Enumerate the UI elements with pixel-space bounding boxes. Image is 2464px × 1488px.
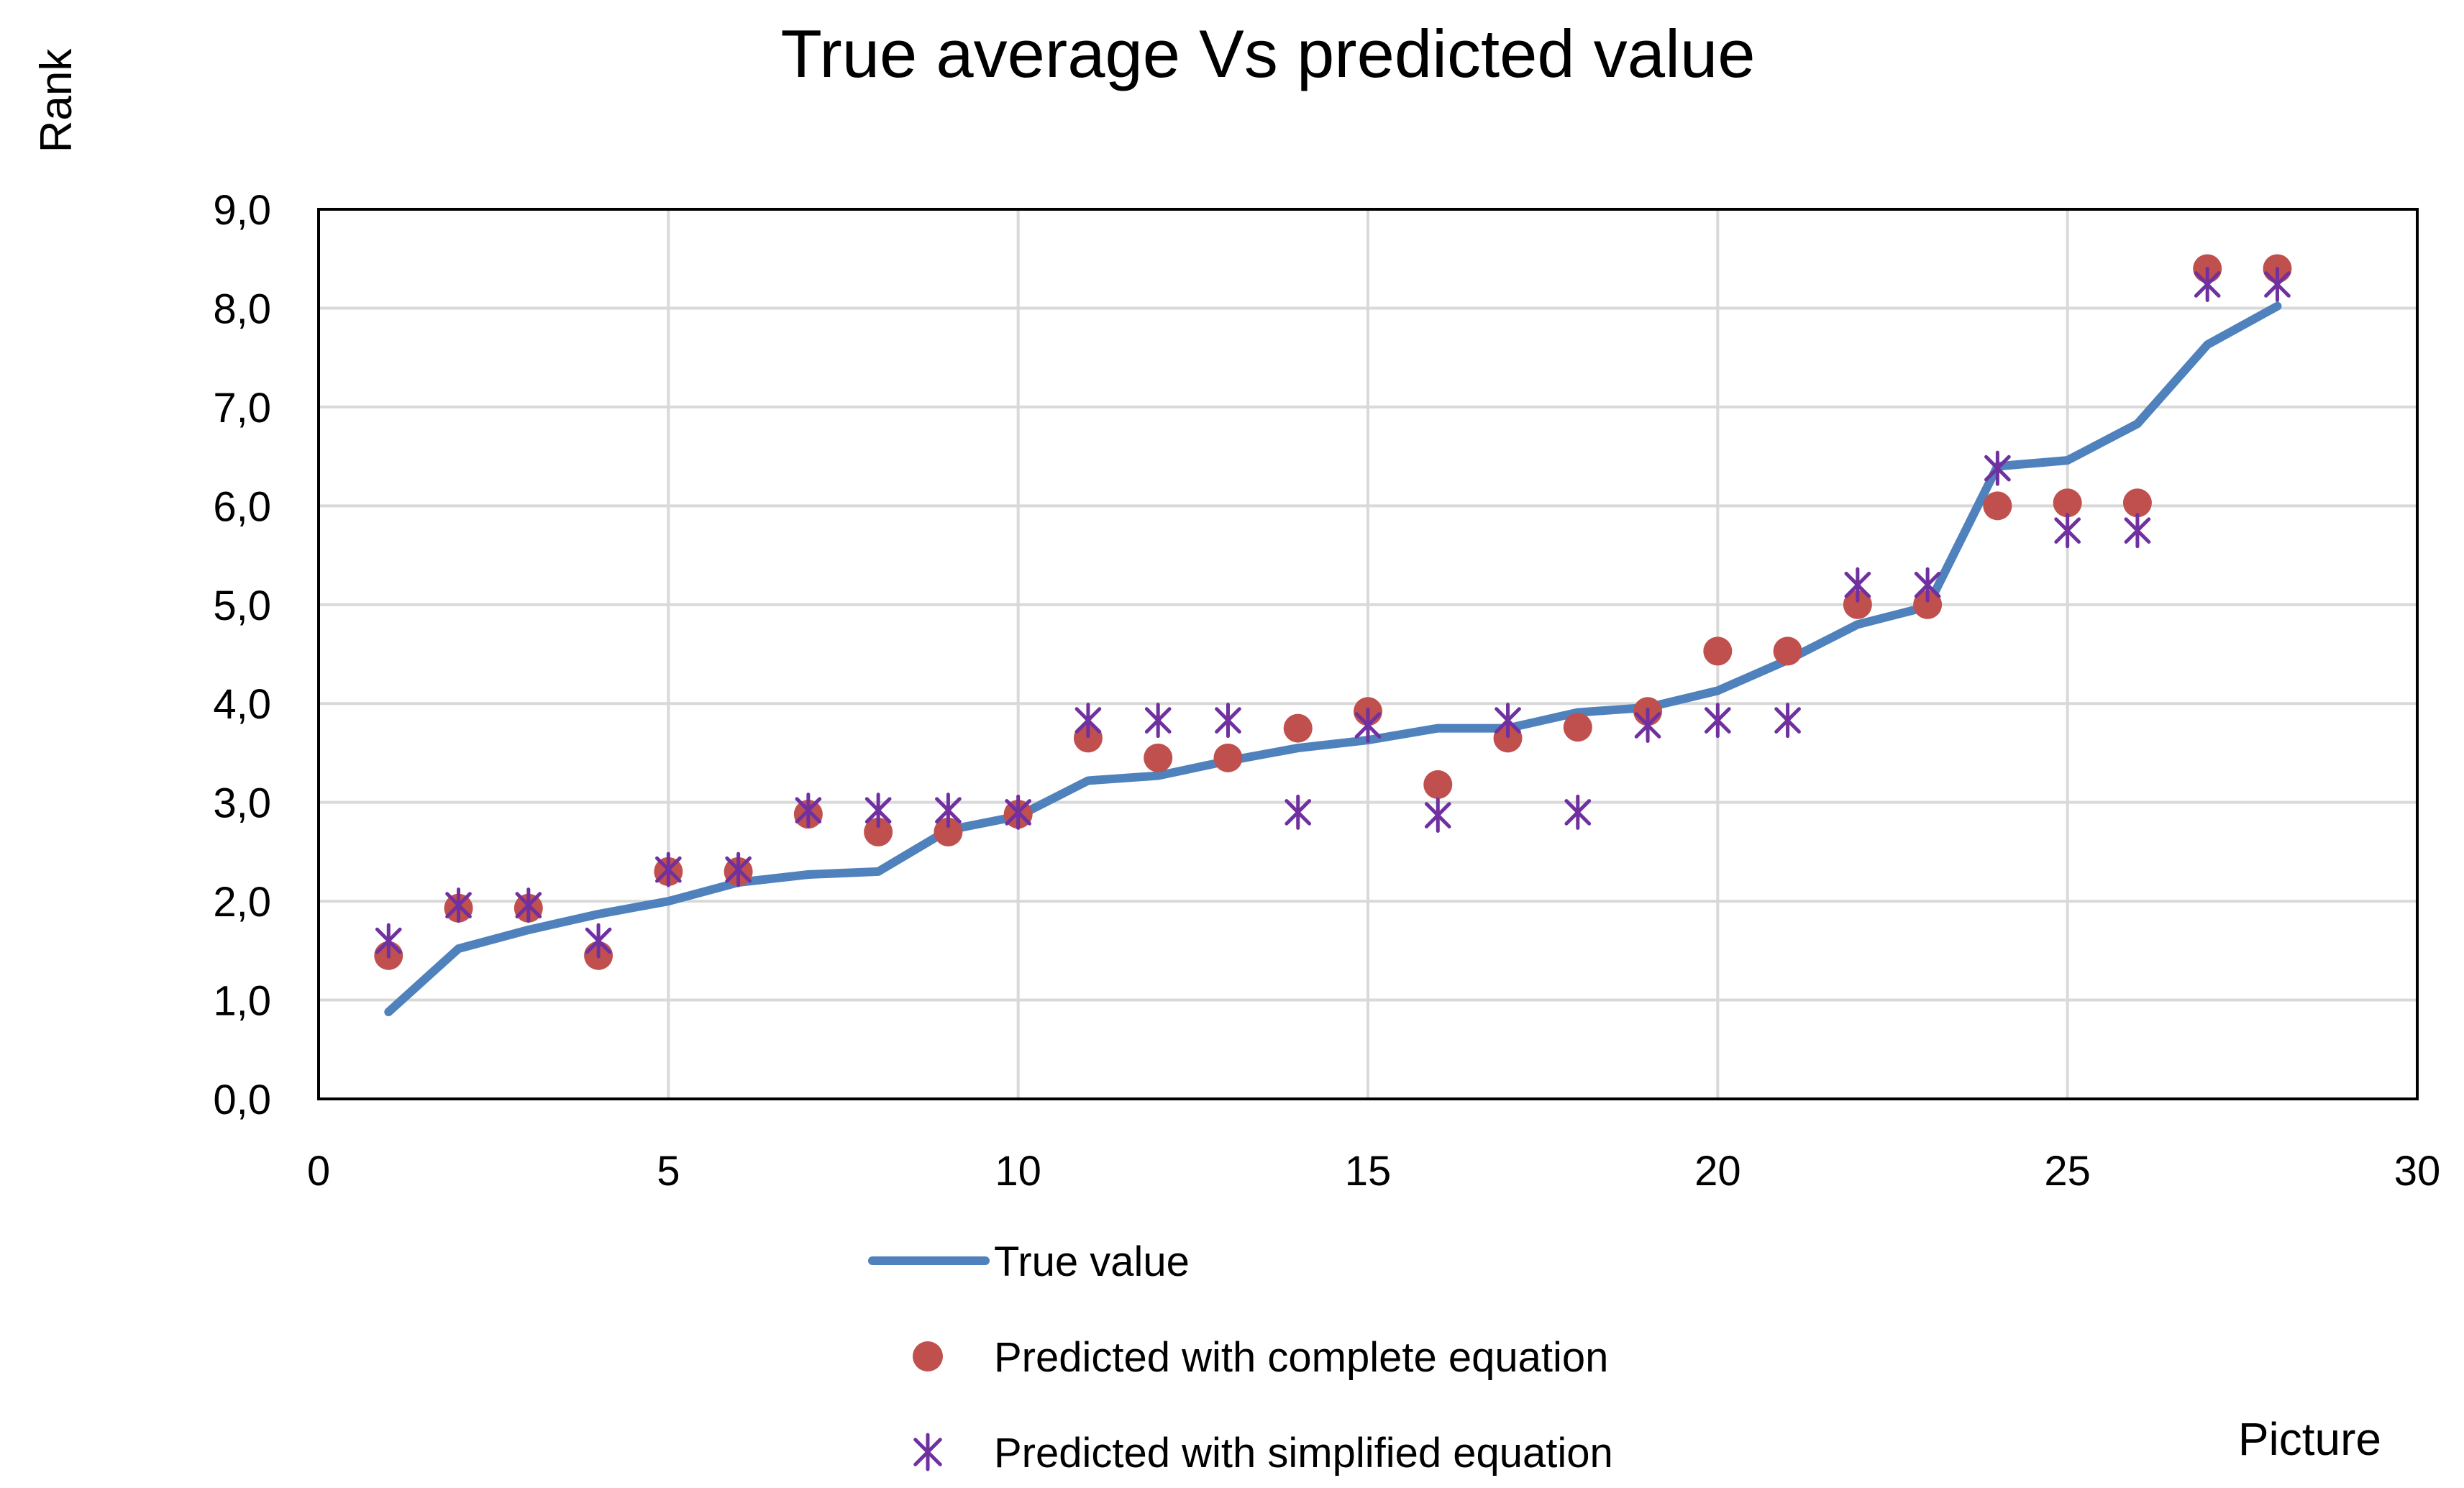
y-tick-label: 3,0	[213, 780, 271, 827]
series-2	[375, 266, 2291, 959]
x-tick-label: 0	[307, 1148, 330, 1195]
y-axis-ticks: 0,0 1,0 2,0 3,0 4,0 5,0 6,0 7,0 8,0 9,0	[213, 187, 271, 1123]
simplified-equation-point	[1495, 703, 1521, 739]
plot-series	[374, 254, 2292, 1017]
complete-equation-point	[1983, 491, 2012, 521]
x-tick-label: 15	[1345, 1148, 1392, 1195]
x-tick-label: 30	[2394, 1148, 2441, 1195]
series-0	[384, 301, 2282, 1017]
legend-entry-0: True value	[868, 1238, 1190, 1285]
complete-equation-point	[1493, 724, 1523, 753]
y-tick-label: 2,0	[213, 879, 271, 926]
legend-label: Predicted with complete equation	[994, 1334, 1608, 1381]
simplified-equation-point	[2194, 266, 2221, 302]
simplified-equation-point	[1704, 703, 1731, 739]
y-tick-label: 6,0	[213, 483, 271, 530]
x-tick-label: 20	[1694, 1148, 1741, 1195]
x-tick-label: 5	[657, 1148, 680, 1195]
y-tick-label: 8,0	[213, 286, 271, 332]
y-tick-label: 4,0	[213, 681, 271, 728]
simplified-equation-point	[585, 923, 612, 959]
complete-equation-point	[2122, 488, 2152, 518]
x-tick-label: 25	[2044, 1148, 2091, 1195]
simplified-equation-point	[2054, 513, 2081, 549]
complete-equation-point	[1213, 743, 1243, 772]
simplified-equation-point	[2124, 513, 2151, 549]
legend: True value Predicted with complete equati…	[868, 1238, 1613, 1476]
y-tick-label: 0,0	[213, 1077, 271, 1123]
simplified-equation-point	[1634, 707, 1661, 743]
simplified-equation-point	[1424, 798, 1451, 834]
simplified-equation-point	[1285, 794, 1312, 830]
y-tick-label: 7,0	[213, 385, 271, 432]
complete-equation-point	[1773, 636, 1802, 666]
simplified-equation-point	[515, 887, 542, 923]
complete-equation-point	[1073, 724, 1103, 753]
simplified-equation-point	[1774, 703, 1801, 739]
simplified-equation-point	[1144, 703, 1172, 739]
complete-equation-point	[1703, 636, 1733, 666]
simplified-equation-point	[375, 923, 402, 959]
simplified-equation-point	[1354, 707, 1382, 743]
x-axis-title: Picture	[2238, 1413, 2381, 1465]
gridlines	[319, 209, 2417, 1099]
complete-equation-point	[864, 817, 893, 846]
complete-equation-point	[2053, 488, 2082, 518]
y-tick-label: 5,0	[213, 583, 271, 629]
simplified-equation-point	[445, 887, 472, 923]
simplified-equation-point	[935, 793, 962, 829]
simplified-equation-point	[654, 852, 682, 887]
legend-label: Predicted with simplified equation	[994, 1430, 1613, 1476]
plot-area-border	[317, 208, 2419, 1100]
simplified-equation-point	[1844, 567, 1871, 603]
simplified-equation-point	[1564, 794, 1592, 830]
legend-entry-1: Predicted with complete equation	[913, 1334, 1608, 1381]
complete-equation-point	[1423, 770, 1453, 799]
simplified-equation-point	[725, 852, 752, 887]
complete-equation-point	[1144, 743, 1173, 772]
legend-circle-swatch	[913, 1341, 943, 1371]
x-tick-label: 10	[995, 1148, 1041, 1195]
y-tick-label: 1,0	[213, 978, 271, 1025]
simplified-equation-point	[1074, 703, 1102, 739]
complete-equation-point	[1283, 713, 1313, 743]
simplified-equation-point	[1984, 450, 2011, 486]
y-tick-label: 9,0	[213, 187, 271, 234]
simplified-equation-point	[2264, 266, 2291, 302]
legend-label: True value	[994, 1238, 1190, 1285]
complete-equation-point	[1843, 590, 1872, 619]
legend-entry-2: Predicted with simplified equation	[913, 1430, 1613, 1476]
y-axis-title: Rank	[32, 48, 81, 153]
chart-title: True average Vs predicted value	[780, 16, 1755, 91]
complete-equation-point	[1563, 713, 1592, 742]
simplified-equation-point	[1914, 567, 1941, 603]
x-axis-ticks: 0 5 10 15 20 25 30	[307, 1148, 2440, 1195]
simplified-equation-point	[864, 793, 892, 829]
simplified-equation-point	[795, 793, 822, 829]
complete-equation-point	[934, 817, 963, 846]
simplified-equation-point	[1215, 703, 1241, 739]
true-value-line	[384, 301, 2282, 1017]
legend-star-swatch	[913, 1433, 942, 1471]
complete-equation-point	[1913, 590, 1943, 619]
simplified-equation-point	[1005, 794, 1032, 830]
